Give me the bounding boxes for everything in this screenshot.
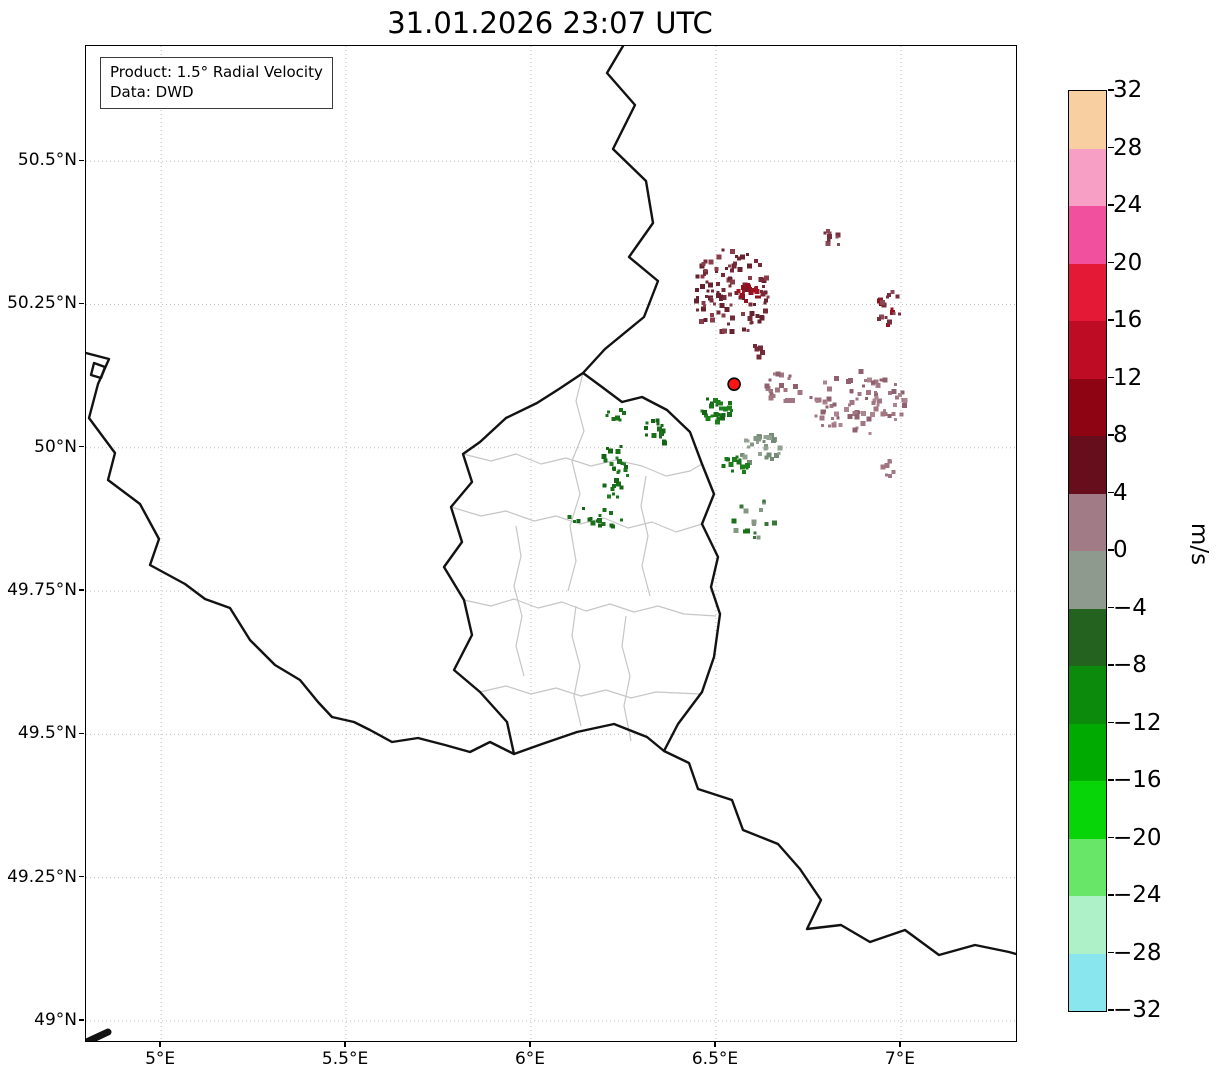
colorbar-segment [1069, 378, 1106, 436]
border-france-belgium [86, 351, 516, 756]
colorbar-segment [1069, 723, 1106, 781]
colorbar-tick-mark [1107, 549, 1114, 551]
colorbar-segment [1069, 666, 1106, 724]
border-belgium-germany [581, 46, 660, 375]
colorbar-unit-label: m/s [1186, 522, 1213, 566]
colorbar-tick-label: 8 [1113, 422, 1128, 448]
y-tick-label: 50.25°N [7, 293, 77, 314]
colorbar-segment [1069, 953, 1106, 1011]
colorbar [1068, 90, 1107, 1012]
colorbar-tick-mark [1107, 491, 1114, 494]
colorbar-segment [1069, 608, 1106, 666]
colorbar-tick-label: −8 [1113, 652, 1147, 678]
plot-title: 31.01.2026 23:07 UTC [387, 6, 713, 40]
border-small-enclave [89, 361, 107, 380]
x-tick-mark [714, 1041, 716, 1047]
x-tick-label: 5°E [145, 1049, 176, 1069]
info-box: Product: 1.5° Radial Velocity Data: DWD [100, 57, 333, 109]
x-tick-mark [529, 1041, 531, 1047]
y-tick-label: 49.75°N [7, 580, 77, 601]
colorbar-tick-label: 4 [1113, 479, 1128, 506]
colorbar-tick-mark [1107, 376, 1114, 379]
info-data-source-line: Data: DWD [110, 83, 194, 102]
colorbar-tick-label: 32 [1113, 77, 1143, 103]
y-tick-mark [78, 1019, 84, 1021]
x-tick-mark [159, 1041, 161, 1047]
y-tick-mark [78, 589, 84, 591]
luxembourg-canton-borders [450, 372, 717, 742]
colorbar-segment [1069, 838, 1106, 896]
colorbar-tick-mark [1107, 146, 1114, 149]
colorbar-tick-label: −16 [1113, 767, 1162, 793]
border-fragment-corner [86, 1028, 112, 1041]
info-product-line: Product: 1.5° Radial Velocity [110, 63, 323, 81]
colorbar-tick-mark [1107, 89, 1114, 91]
y-tick-label: 49.25°N [7, 866, 77, 887]
colorbar-tick-mark [1107, 894, 1114, 896]
colorbar-tick-mark [1107, 204, 1114, 206]
y-tick-label: 49.5°N [17, 723, 77, 744]
colorbar-tick-label: −24 [1113, 882, 1162, 908]
colorbar-segment [1069, 148, 1106, 206]
colorbar-segment [1069, 91, 1106, 149]
colorbar-tick-label: 20 [1113, 249, 1143, 276]
colorbar-tick-mark [1107, 606, 1114, 609]
x-tick-mark [899, 1041, 901, 1047]
colorbar-segment [1069, 781, 1106, 839]
y-tick-label: 50.5°N [17, 150, 77, 171]
radar-site-marker [727, 377, 741, 391]
colorbar-tick-mark [1107, 261, 1114, 264]
colorbar-tick-label: −32 [1113, 997, 1162, 1023]
y-tick-mark [78, 875, 84, 878]
colorbar-tick-mark [1107, 951, 1114, 954]
map-canvas [86, 46, 1016, 1041]
y-tick-label: 50°N [34, 436, 77, 457]
y-tick-mark [78, 446, 84, 448]
colorbar-segment [1069, 896, 1106, 954]
colorbar-tick-mark [1107, 779, 1114, 781]
border-luxembourg-outline [442, 371, 722, 756]
colorbar-tick-label: 28 [1113, 134, 1143, 161]
y-tick-mark [78, 732, 84, 735]
colorbar-tick-label: −20 [1113, 824, 1162, 851]
y-tick-mark [78, 159, 84, 161]
colorbar-tick-label: 0 [1113, 537, 1128, 563]
colorbar-segment [1069, 263, 1106, 321]
y-tick-label: 49°N [34, 1009, 77, 1030]
colorbar-tick-mark [1107, 1009, 1114, 1011]
map-plot-area: Product: 1.5° Radial Velocity Data: DWD [85, 45, 1017, 1042]
colorbar-tick-label: 16 [1113, 307, 1143, 333]
country-borders [86, 46, 1016, 1041]
colorbar-segment [1069, 436, 1106, 494]
x-tick-mark [344, 1041, 346, 1047]
colorbar-segment [1069, 551, 1106, 609]
x-tick-label: 6.5°E [691, 1049, 739, 1069]
border-france-germany [662, 749, 1016, 957]
colorbar-tick-mark [1107, 836, 1114, 839]
colorbar-segment [1069, 493, 1106, 551]
radar-echo-cells [567, 229, 908, 540]
colorbar-tick-label: 24 [1113, 192, 1143, 218]
x-tick-label: 7°E [884, 1049, 915, 1069]
colorbar-tick-label: −4 [1113, 594, 1147, 621]
y-tick-mark [78, 302, 84, 305]
colorbar-tick-label: 12 [1113, 364, 1143, 391]
colorbar-segment [1069, 321, 1106, 379]
x-tick-label: 6°E [514, 1049, 546, 1069]
colorbar-tick-label: −28 [1113, 939, 1162, 966]
colorbar-segment [1069, 206, 1106, 264]
colorbar-tick-mark [1107, 434, 1114, 436]
x-tick-label: 5.5°E [321, 1049, 369, 1069]
colorbar-tick-mark [1107, 721, 1114, 724]
colorbar-tick-label: −12 [1113, 709, 1162, 736]
colorbar-tick-mark [1107, 319, 1114, 321]
gridlines [86, 46, 1016, 1041]
colorbar-tick-mark [1107, 664, 1114, 666]
